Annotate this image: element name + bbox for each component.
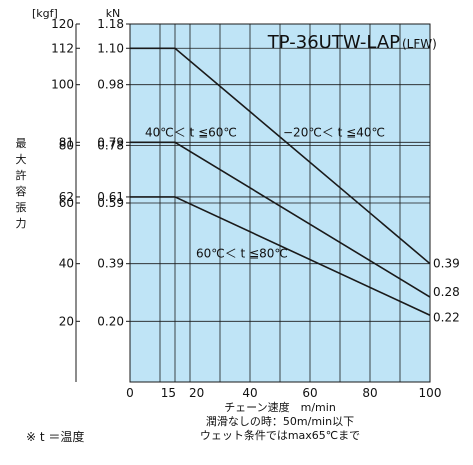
x-axis-label-line-1: チェーン速度 m/min: [224, 401, 336, 414]
y-tick-label-kgf: 20: [59, 314, 74, 328]
y-tick-label-kgf: 100: [51, 78, 74, 92]
y-tick-label-kn: 0.61: [97, 190, 124, 204]
series-line: [130, 47, 431, 265]
y-tick-label-kn: 0.78: [97, 138, 124, 152]
series-condition-label: 60℃＜ t ≦80℃: [196, 247, 288, 261]
y-tick-label-kgf: 80: [59, 138, 74, 152]
series-condition-label: 40℃＜ t ≦60℃: [145, 125, 237, 139]
footnote: ※ t ＝温度: [26, 430, 85, 444]
x-tick-label: 0: [126, 386, 134, 400]
chart-title-suffix: (LFW): [402, 37, 437, 51]
y-tick-label-kn: 0.79: [97, 135, 124, 149]
x-tick-label: 80: [362, 386, 377, 400]
y-axis-label-char: 大: [15, 153, 27, 166]
y-tick-label-kn: 0.20: [97, 314, 124, 328]
unit-left: [kgf]: [32, 7, 58, 20]
series-condition-label: −20℃＜ t ≦40℃: [283, 125, 385, 139]
series-line: [130, 196, 431, 316]
x-tick-label: 40: [242, 386, 257, 400]
chart-title: TP-36UTW-LAP: [267, 32, 400, 53]
y-axis-label-char: 許: [15, 169, 27, 182]
y-tick-label-kgf: 60: [59, 196, 74, 210]
y-tick-label-kgf: 62: [59, 190, 74, 204]
y-axis-label-char: 最: [15, 137, 27, 150]
x-axis-label-line-2: 潤滑なしの時：50m/min以下: [205, 415, 355, 428]
y-tick-label-kgf: 81: [59, 135, 74, 149]
x-axis-label-line-3: ウェット条件ではmax65℃まで: [199, 429, 361, 442]
x-tick-label: 60: [302, 386, 317, 400]
series-end-label: 0.28: [433, 285, 460, 299]
unit-right: kN: [106, 7, 121, 20]
y-axis-label-char: 力: [15, 217, 27, 230]
y-tick-label-kn: 1.18: [97, 17, 124, 31]
y-axis-label-char: 張: [15, 201, 27, 214]
y-tick-label-kgf: 120: [51, 17, 74, 31]
series-end-label: 0.39: [433, 257, 460, 271]
x-tick-label: 100: [419, 386, 442, 400]
y-tick-label-kgf: 40: [59, 257, 74, 271]
y-tick-label-kgf: 112: [51, 41, 74, 55]
x-tick-label: 15: [161, 386, 176, 400]
x-axis-label: チェーン速度 m/min 潤滑なしの時：50m/min以下 ウェット条件ではma…: [170, 401, 390, 443]
x-tick-label: 20: [189, 386, 204, 400]
series-line: [130, 141, 431, 298]
y-tick-label-kn: 0.39: [97, 257, 124, 271]
y-axis-label: 最大許容張力: [14, 136, 28, 232]
y-tick-label-kn: 0.59: [97, 196, 124, 210]
y-axis-label-char: 容: [15, 185, 27, 198]
y-tick-label-kn: 0.98: [97, 78, 124, 92]
y-tick-label-kn: 1.10: [97, 41, 124, 55]
series-end-label: 0.22: [433, 310, 460, 324]
